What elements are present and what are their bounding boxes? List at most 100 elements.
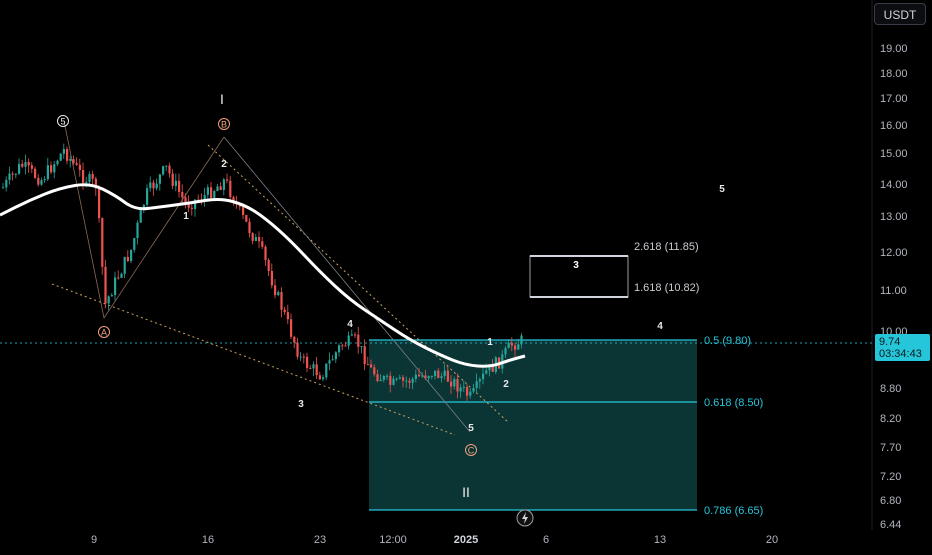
candle-body	[88, 173, 91, 182]
wave-label: I	[220, 91, 224, 107]
candle-body	[43, 179, 46, 181]
candle-body	[366, 364, 369, 366]
wave-label: C	[468, 446, 475, 456]
candle-body	[517, 344, 520, 350]
candle-body	[101, 218, 104, 267]
candle-body	[427, 376, 430, 379]
wave-label: 4	[347, 319, 353, 330]
candle-body	[8, 173, 11, 180]
candle-body	[363, 346, 366, 365]
channel-upper-line	[207, 144, 509, 423]
candle-body	[315, 364, 318, 376]
candle-body	[514, 345, 517, 350]
candle-body	[270, 271, 273, 286]
wave-label: 5	[468, 423, 474, 434]
candle-body	[267, 260, 270, 272]
candle-body	[350, 334, 353, 336]
candle-body	[450, 381, 453, 387]
candle-body	[382, 376, 385, 380]
candle-body	[325, 363, 328, 378]
price-tick: 15.00	[880, 148, 908, 160]
candle-body	[293, 336, 296, 343]
fib-zone	[369, 340, 697, 510]
candle-body	[373, 367, 376, 375]
candle-body	[418, 374, 421, 377]
candle-body	[453, 379, 456, 387]
candle-body	[14, 173, 17, 175]
price-tick: 17.00	[880, 93, 908, 105]
last-price-tag: 9.74 03:34:43	[875, 334, 930, 361]
time-tick: 23	[314, 534, 326, 546]
wave-c-line	[223, 136, 471, 433]
candle-body	[430, 375, 433, 377]
candle-body	[203, 194, 206, 201]
candle-body	[485, 370, 488, 374]
candle-body	[248, 221, 251, 234]
candle-body	[136, 222, 139, 239]
candle-body	[299, 356, 302, 358]
candle-body	[456, 379, 459, 392]
candle-body	[414, 374, 417, 379]
price-tick: 13.00	[880, 211, 908, 223]
candle-body	[261, 241, 264, 247]
candle-body	[440, 376, 443, 379]
candle-body	[165, 165, 168, 167]
candle-body	[110, 295, 113, 297]
candle-body	[59, 153, 62, 161]
candle-body	[331, 359, 334, 361]
candle-body	[283, 309, 286, 313]
candle-body	[158, 174, 161, 184]
candle-body	[478, 379, 481, 382]
price-tick: 8.20	[880, 413, 901, 425]
candle-body	[306, 356, 309, 368]
candle-body	[69, 159, 72, 161]
candle-body	[85, 181, 88, 183]
candle-body	[213, 191, 216, 198]
price-tick: 19.00	[880, 43, 908, 55]
candle-body	[184, 197, 187, 203]
candle-body	[190, 207, 193, 209]
candle-body	[280, 291, 283, 310]
candle-body	[520, 335, 523, 345]
countdown-timer: 03:34:43	[879, 348, 922, 360]
candle-body	[82, 170, 85, 183]
price-tick: 11.00	[880, 285, 907, 297]
last-price-value: 9.74	[879, 336, 901, 348]
time-tick: 2025	[454, 534, 478, 546]
candle-body	[421, 375, 424, 377]
moving-average-line	[0, 183, 526, 368]
candle-body	[264, 246, 267, 261]
target-box	[529, 255, 629, 298]
candle-body	[178, 180, 181, 193]
candle-body	[507, 342, 510, 349]
wave-label: 4	[657, 321, 663, 332]
candle-body	[78, 164, 81, 171]
events-lightning-icon[interactable]	[516, 509, 534, 527]
candle-body	[219, 186, 222, 190]
candle-body	[254, 237, 257, 241]
currency-selector-button[interactable]: USDT	[874, 3, 926, 25]
fib-label: 0.618 (8.50)	[704, 397, 763, 409]
candle-body	[395, 378, 398, 380]
candle-body	[405, 380, 408, 382]
candles	[2, 143, 523, 401]
price-tick: 7.70	[880, 442, 901, 454]
candle-body	[408, 380, 411, 383]
candle-body	[328, 360, 331, 364]
candle-body	[66, 149, 69, 161]
candle-body	[194, 199, 197, 209]
candle-body	[216, 186, 219, 192]
candle-body	[37, 177, 40, 185]
time-tick: 9	[91, 534, 97, 546]
candle-body	[104, 266, 107, 304]
candle-body	[149, 182, 152, 189]
wave-label: 5	[719, 184, 725, 195]
candle-body	[344, 345, 347, 347]
candle-body	[226, 179, 229, 181]
wave-label: B	[221, 120, 227, 130]
wave-b-line	[103, 136, 225, 319]
candle-body	[462, 386, 465, 388]
candle-body	[53, 164, 56, 173]
